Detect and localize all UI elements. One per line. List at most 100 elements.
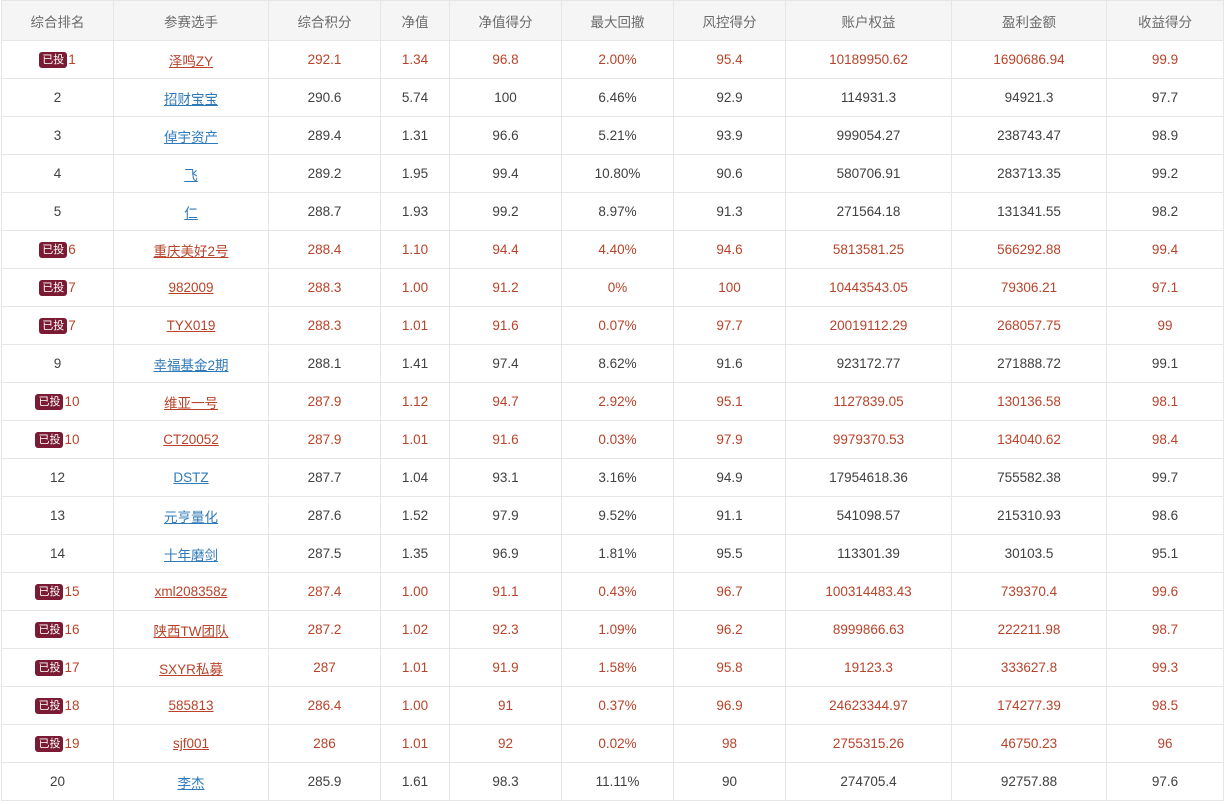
profit-cell: 1690686.94: [951, 40, 1107, 79]
risk-score-cell: 96.9: [673, 686, 786, 725]
risk-score-cell: 96.7: [673, 572, 786, 611]
max-drawdown-cell: 1.58%: [561, 648, 674, 687]
header-account-equity[interactable]: 账户权益: [785, 0, 952, 41]
player-link[interactable]: 维亚一号: [164, 395, 218, 411]
account-equity-cell: 20019112.29: [785, 306, 952, 345]
return-score-cell: 99.4: [1106, 230, 1224, 269]
rank-value: 9: [53, 356, 62, 371]
nav-cell: 1.41: [380, 344, 450, 383]
profit-cell: 755582.38: [951, 458, 1107, 497]
total-score-cell: 288.4: [268, 230, 381, 269]
profit-cell: 268057.75: [951, 306, 1107, 345]
nav-cell: 1.02: [380, 610, 450, 649]
player-link[interactable]: 元亨量化: [164, 509, 218, 525]
account-equity-cell: 1127839.05: [785, 382, 952, 421]
header-total-score[interactable]: 综合积分: [268, 0, 381, 41]
player-link[interactable]: DSTZ: [173, 470, 209, 485]
player-link[interactable]: 招财宝宝: [164, 91, 218, 107]
player-link[interactable]: 十年磨剑: [164, 547, 218, 563]
account-equity-cell: 10189950.62: [785, 40, 952, 79]
player-link[interactable]: 982009: [168, 280, 214, 295]
table-row: 已投 18 585813 286.4 1.00 91 0.37% 96.9 24623344.9…: [1, 686, 1224, 725]
player-link[interactable]: xml208358z: [154, 584, 228, 599]
invested-badge: 已投: [39, 279, 68, 296]
table-row: 5 仁 288.7 1.93 99.2 8.97% 91.3 271564.18 131341.…: [1, 192, 1224, 231]
nav-score-cell: 91.6: [449, 306, 562, 345]
header-player[interactable]: 参赛选手: [113, 0, 269, 41]
profit-cell: 222211.98: [951, 610, 1107, 649]
player-cell: 982009: [113, 268, 269, 307]
player-link[interactable]: 陕西TW团队: [153, 623, 229, 639]
total-score-cell: 286: [268, 724, 381, 763]
account-equity-cell: 580706.91: [785, 154, 952, 193]
max-drawdown-cell: 4.40%: [561, 230, 674, 269]
return-score-cell: 99.2: [1106, 154, 1224, 193]
invested-badge: 已投: [35, 393, 64, 410]
rank-value: 17: [64, 659, 80, 675]
account-equity-cell: 100314483.43: [785, 572, 952, 611]
profit-cell: 333627.8: [951, 648, 1107, 687]
account-equity-cell: 923172.77: [785, 344, 952, 383]
return-score-cell: 97.6: [1106, 762, 1224, 801]
return-score-cell: 98.1: [1106, 382, 1224, 421]
player-link[interactable]: TYX019: [166, 318, 216, 333]
total-score-cell: 288.7: [268, 192, 381, 231]
player-link[interactable]: CT20052: [163, 432, 219, 447]
header-return-score[interactable]: 收益得分: [1106, 0, 1224, 41]
player-link[interactable]: 倬宇资产: [164, 129, 218, 145]
player-link[interactable]: SXYR私募: [159, 661, 223, 677]
profit-cell: 566292.88: [951, 230, 1107, 269]
player-cell: 元亨量化: [113, 496, 269, 535]
total-score-cell: 287.4: [268, 572, 381, 611]
invested-badge: 已投: [39, 51, 68, 68]
risk-score-cell: 97.7: [673, 306, 786, 345]
nav-cell: 1.10: [380, 230, 450, 269]
nav-score-cell: 92.3: [449, 610, 562, 649]
max-drawdown-cell: 0.02%: [561, 724, 674, 763]
header-nav[interactable]: 净值: [380, 0, 450, 41]
max-drawdown-cell: 0.03%: [561, 420, 674, 459]
risk-score-cell: 92.9: [673, 78, 786, 117]
header-max-drawdown[interactable]: 最大回撤: [561, 0, 674, 41]
player-link[interactable]: 仁: [184, 205, 198, 221]
total-score-cell: 292.1: [268, 40, 381, 79]
total-score-cell: 288.3: [268, 268, 381, 307]
player-link[interactable]: 飞: [184, 167, 198, 183]
return-score-cell: 99: [1106, 306, 1224, 345]
player-link[interactable]: 泽鸣ZY: [168, 53, 214, 69]
header-profit[interactable]: 盈利金额: [951, 0, 1107, 41]
rank-value: 12: [49, 470, 66, 485]
nav-cell: 1.93: [380, 192, 450, 231]
profit-cell: 271888.72: [951, 344, 1107, 383]
header-risk-score[interactable]: 风控得分: [673, 0, 786, 41]
rank-cell: 已投 10: [1, 382, 114, 421]
header-rank[interactable]: 综合排名: [1, 0, 114, 41]
nav-score-cell: 94.4: [449, 230, 562, 269]
player-link[interactable]: 李杰: [177, 775, 205, 791]
table-row: 已投 15 xml208358z 287.4 1.00 91.1 0.43% 96.7 1003…: [1, 572, 1224, 611]
rank-cell: 已投 17: [1, 648, 114, 687]
player-cell: 陕西TW团队: [113, 610, 269, 649]
max-drawdown-cell: 8.97%: [561, 192, 674, 231]
nav-cell: 1.01: [380, 306, 450, 345]
risk-score-cell: 90.6: [673, 154, 786, 193]
table-row: 已投 17 SXYR私募 287 1.01 91.9 1.58% 95.8 19123.3 333…: [1, 648, 1224, 687]
player-link[interactable]: sjf001: [172, 736, 210, 751]
max-drawdown-cell: 9.52%: [561, 496, 674, 535]
table-row: 已投 10 CT20052 287.9 1.01 91.6 0.03% 97.9 9979370…: [1, 420, 1224, 459]
total-score-cell: 289.4: [268, 116, 381, 155]
nav-score-cell: 96.6: [449, 116, 562, 155]
return-score-cell: 99.1: [1106, 344, 1224, 383]
total-score-cell: 287.5: [268, 534, 381, 573]
nav-cell: 1.31: [380, 116, 450, 155]
player-link[interactable]: 585813: [168, 698, 214, 713]
risk-score-cell: 95.1: [673, 382, 786, 421]
player-link[interactable]: 重庆美好2号: [153, 243, 229, 259]
header-nav-score[interactable]: 净值得分: [449, 0, 562, 41]
rank-cell: 14: [1, 534, 114, 573]
player-link[interactable]: 幸福基金2期: [153, 357, 229, 373]
risk-score-cell: 91.3: [673, 192, 786, 231]
total-score-cell: 287.6: [268, 496, 381, 535]
profit-cell: 92757.88: [951, 762, 1107, 801]
total-score-cell: 288.1: [268, 344, 381, 383]
